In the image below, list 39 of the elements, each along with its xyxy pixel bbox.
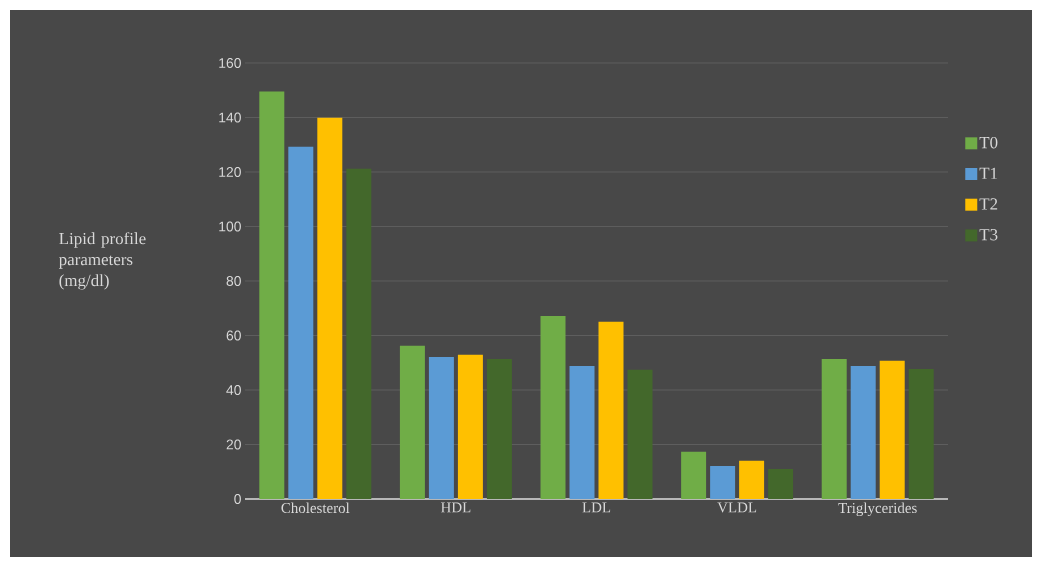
y-tick-label: 60 bbox=[226, 330, 241, 341]
bar bbox=[768, 469, 794, 499]
legend-label: T1 bbox=[979, 167, 998, 179]
legend-label: T2 bbox=[979, 198, 998, 210]
bar bbox=[710, 466, 736, 499]
bar bbox=[879, 360, 905, 499]
bar bbox=[259, 91, 285, 499]
bar bbox=[486, 358, 512, 499]
x-tick-label: HDL bbox=[440, 502, 471, 513]
y-tick-label: 160 bbox=[219, 58, 241, 68]
x-tick-label: LDL bbox=[582, 502, 611, 513]
legend-label: T3 bbox=[979, 229, 998, 241]
legend-label: T0 bbox=[979, 136, 998, 149]
bar bbox=[908, 369, 934, 499]
y-tick-label: 120 bbox=[219, 167, 241, 177]
bar bbox=[346, 168, 372, 499]
y-tick-label: 140 bbox=[219, 112, 241, 123]
x-tick-label: Triglycerides bbox=[838, 502, 917, 517]
y-tick-label: 80 bbox=[226, 276, 241, 286]
y-tick-label: 100 bbox=[219, 221, 241, 232]
bar bbox=[540, 315, 566, 499]
bar bbox=[317, 117, 343, 499]
bar bbox=[821, 358, 847, 499]
bar bbox=[457, 354, 483, 499]
y-axis-title: Lipid profile parameters (mg/dl) bbox=[58, 232, 146, 290]
bar bbox=[681, 451, 707, 499]
bar bbox=[399, 345, 425, 499]
x-tick-label: VLDL bbox=[717, 502, 757, 513]
bar bbox=[569, 366, 595, 499]
bar bbox=[627, 369, 653, 499]
bar bbox=[598, 321, 624, 499]
y-tick-label: 40 bbox=[226, 385, 241, 395]
bar bbox=[288, 146, 314, 499]
y-tick-label: 0 bbox=[234, 494, 241, 504]
x-tick-label: Cholesterol bbox=[281, 502, 350, 514]
bar bbox=[428, 357, 454, 499]
bar bbox=[850, 366, 876, 499]
bar bbox=[739, 460, 765, 499]
y-tick-label: 20 bbox=[226, 439, 241, 450]
